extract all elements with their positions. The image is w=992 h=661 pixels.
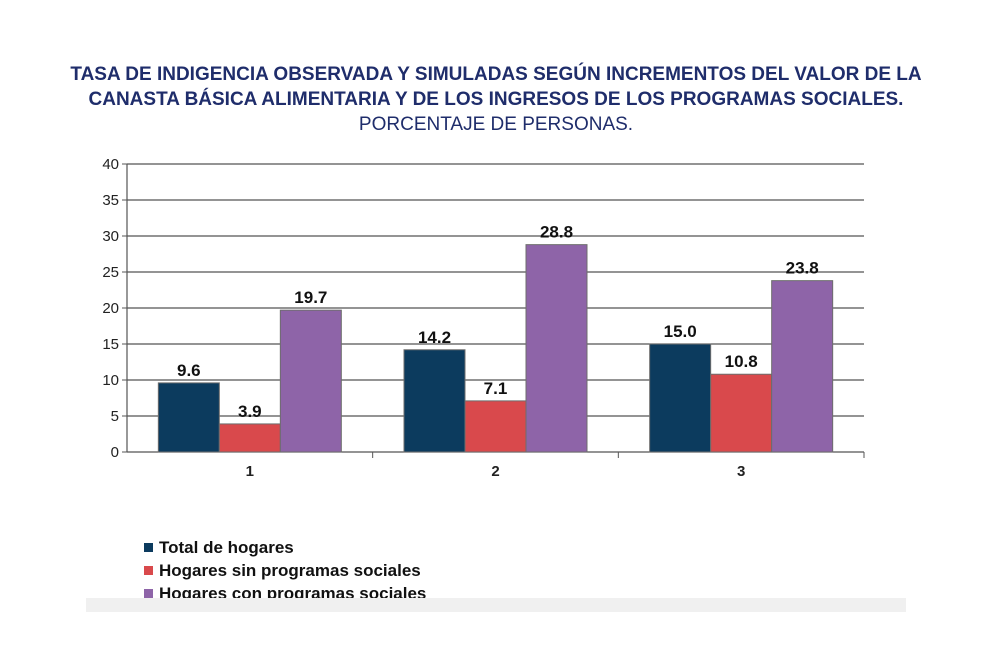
x-tick-label: 2 [491,463,499,480]
y-tick-label: 40 [102,156,119,173]
bar [710,373,773,453]
y-tick-label: 5 [111,408,119,425]
chart-title: TASA DE INDIGENCIA OBSERVADA Y SIMULADAS… [60,62,932,137]
bar [403,349,466,453]
data-label: 10.8 [725,352,758,371]
legend-swatch [144,543,153,552]
data-label: 7.1 [484,379,508,398]
y-tick-label: 30 [102,228,119,245]
x-tick-label: 3 [737,463,745,480]
y-tick-label: 10 [102,372,119,389]
bar [464,400,527,453]
legend-item: Total de hogares [144,536,426,559]
data-label: 3.9 [238,402,262,421]
chart-title-normal: PORCENTAJE DE PERSONAS. [358,114,634,135]
legend-item: Hogares con programas sociales [144,582,426,605]
bar [649,343,712,453]
bar [771,280,834,453]
y-tick-label: 35 [102,192,119,209]
y-tick-label: 15 [102,336,119,353]
data-label: 9.6 [177,361,201,380]
bar [157,382,220,453]
bar [525,244,588,453]
bar [279,309,342,453]
legend-label: Total de hogares [159,537,294,557]
legend-label: Hogares sin programas sociales [159,560,421,580]
y-tick-label: 25 [102,264,119,281]
bottom-band [86,598,906,612]
y-tick-label: 20 [102,300,119,317]
data-label: 14.2 [418,328,451,347]
bar [218,423,281,453]
legend-swatch [144,589,153,598]
legend-swatch [144,566,153,575]
data-label: 28.8 [540,223,573,242]
legend-label: Hogares con programas sociales [159,583,427,603]
y-tick-label: 0 [111,444,119,461]
data-label: 23.8 [786,259,819,278]
chart-title-bold: TASA DE INDIGENCIA OBSERVADA Y SIMULADAS… [70,64,922,110]
legend: Total de hogares Hogares sin programas so… [144,536,426,605]
legend-item: Hogares sin programas sociales [144,559,426,582]
x-tick-label: 1 [246,463,254,480]
data-label: 19.7 [294,288,327,307]
data-label: 15.0 [664,322,697,341]
